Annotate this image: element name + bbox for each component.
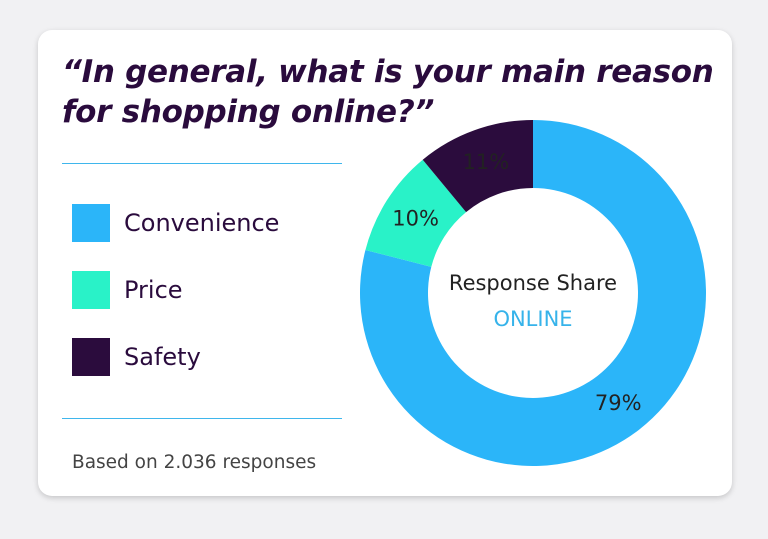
slice-label-price: 10% <box>392 207 439 231</box>
divider-top <box>62 163 342 164</box>
slice-label-safety: 11% <box>463 150 510 174</box>
donut-slice-price <box>365 159 467 267</box>
legend-label-convenience: Convenience <box>124 209 280 237</box>
footnote: Based on 2.036 responses <box>72 452 317 473</box>
slice-label-convenience: 79% <box>595 391 642 415</box>
donut-slice-safety <box>422 120 533 213</box>
divider-bottom <box>62 418 342 419</box>
legend-label-safety: Safety <box>124 343 201 371</box>
legend-label-price: Price <box>124 276 183 304</box>
center-title: Response Share <box>449 271 617 295</box>
chart-title: “In general, what is your main reason fo… <box>62 54 714 130</box>
center-subtitle: ONLINE <box>493 307 572 331</box>
legend-item-safety: Safety <box>72 338 201 376</box>
legend-item-price: Price <box>72 271 183 309</box>
donut-slice-convenience <box>360 120 706 467</box>
legend-swatch-safety <box>72 338 110 376</box>
legend-swatch-convenience <box>72 204 110 242</box>
legend-item-convenience: Convenience <box>72 204 279 242</box>
legend-swatch-price <box>72 271 110 309</box>
